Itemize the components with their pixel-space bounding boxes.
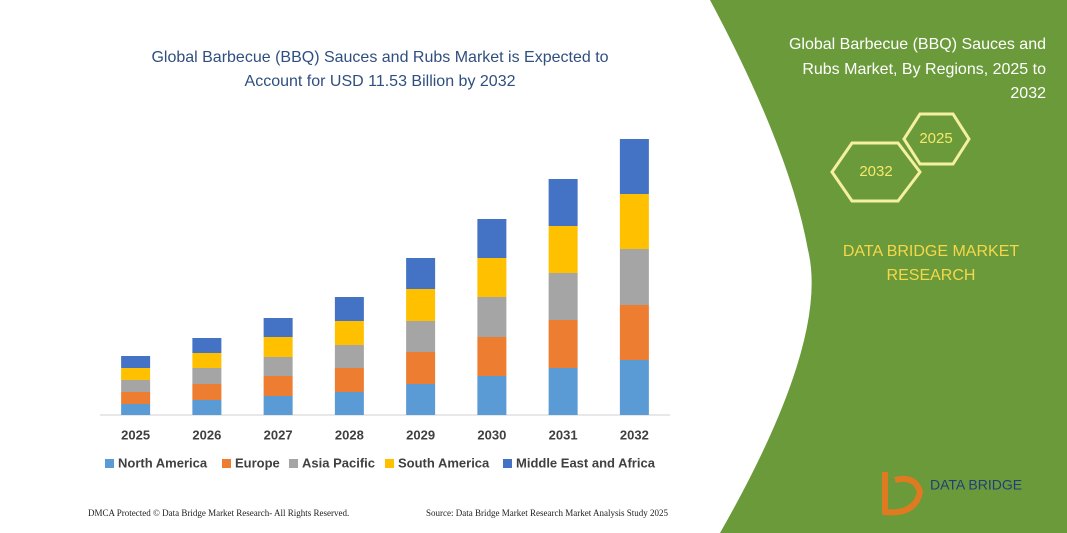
- footer: DMCA Protected © Data Bridge Market Rese…: [88, 508, 349, 518]
- bar-segment: [548, 179, 578, 226]
- bar-segment: [192, 384, 222, 400]
- bar-segment: [263, 376, 293, 396]
- legend-label: Asia Pacific: [302, 455, 375, 470]
- legend-swatch: [105, 459, 114, 468]
- bar-segment: [619, 249, 649, 305]
- bar-segment: [121, 368, 151, 380]
- bar-segment: [406, 384, 436, 415]
- bar-segment: [548, 273, 578, 320]
- legend-label: Europe: [235, 455, 280, 470]
- x-tick-label: 2029: [406, 427, 435, 442]
- brand: RESEARCH: [887, 267, 976, 284]
- legend-label: North America: [118, 455, 208, 470]
- logo-text: DATA BRIDGE: [930, 477, 1022, 493]
- brand: DATA BRIDGE MARKET: [843, 243, 1020, 260]
- bar-segment: [334, 368, 364, 392]
- bar-segment: [477, 258, 507, 297]
- bar-segment: [334, 297, 364, 321]
- bar-segment: [406, 258, 436, 289]
- x-tick-label: 2027: [264, 427, 293, 442]
- bar-segment: [477, 219, 507, 258]
- bar-segment: [192, 368, 222, 384]
- legend-label: South America: [398, 455, 490, 470]
- bar-segment: [477, 337, 507, 376]
- bar-segment: [548, 368, 578, 415]
- bar-segment: [121, 404, 151, 415]
- chart-title: Account for USD 11.53 Billion by 2032: [245, 73, 516, 90]
- logo-icon: [882, 472, 924, 516]
- legend-label: Middle East and Africa: [516, 455, 656, 470]
- bar-segment: [263, 337, 293, 357]
- bar-segment: [263, 396, 293, 415]
- legend-swatch: [503, 459, 512, 468]
- legend-swatch: [289, 459, 298, 468]
- panel-title: Global Barbecue (BBQ) Sauces and: [789, 36, 1046, 53]
- bar-segment: [619, 360, 649, 415]
- hexagon: [902, 112, 971, 166]
- x-tick-label: 2026: [192, 427, 221, 442]
- bar-segment: [406, 321, 436, 352]
- bar-segment: [406, 352, 436, 384]
- bar-segment: [192, 353, 222, 368]
- hexagon: [830, 141, 922, 203]
- bar-segment: [334, 392, 364, 415]
- bar-segment: [477, 376, 507, 415]
- bar-segment: [619, 305, 649, 360]
- bar-segment: [121, 380, 151, 392]
- bar-segment: [334, 345, 364, 368]
- bar-segment: [548, 226, 578, 273]
- x-tick-label: 2028: [335, 427, 364, 442]
- panel-title: 2032: [1010, 85, 1046, 102]
- bar-segment: [192, 338, 222, 353]
- hexagon-label: 2032: [859, 163, 892, 180]
- hexagon-label: 2025: [919, 130, 952, 147]
- bar-segment: [619, 139, 649, 194]
- bar-segment: [334, 321, 364, 345]
- bar-segment: [619, 194, 649, 249]
- bar-segment: [263, 357, 293, 376]
- x-tick-label: 2030: [477, 427, 506, 442]
- panel-bg: [710, 0, 1067, 533]
- bar-segment: [121, 356, 151, 368]
- bar-segment: [263, 318, 293, 337]
- panel-title: Rubs Market, By Regions, 2025 to: [802, 61, 1046, 78]
- x-tick-label: 2032: [620, 427, 649, 442]
- x-tick-label: 2025: [121, 427, 150, 442]
- legend-swatch: [222, 459, 231, 468]
- bar-segment: [406, 289, 436, 321]
- bar-segment: [477, 297, 507, 337]
- legend-swatch: [385, 459, 394, 468]
- bar-segment: [548, 320, 578, 368]
- bar-segment: [121, 392, 151, 404]
- chart-title: Global Barbecue (BBQ) Sauces and Rubs Ma…: [151, 49, 608, 66]
- footer: Source: Data Bridge Market Research Mark…: [426, 508, 668, 518]
- x-tick-label: 2031: [549, 427, 578, 442]
- bar-segment: [192, 400, 222, 415]
